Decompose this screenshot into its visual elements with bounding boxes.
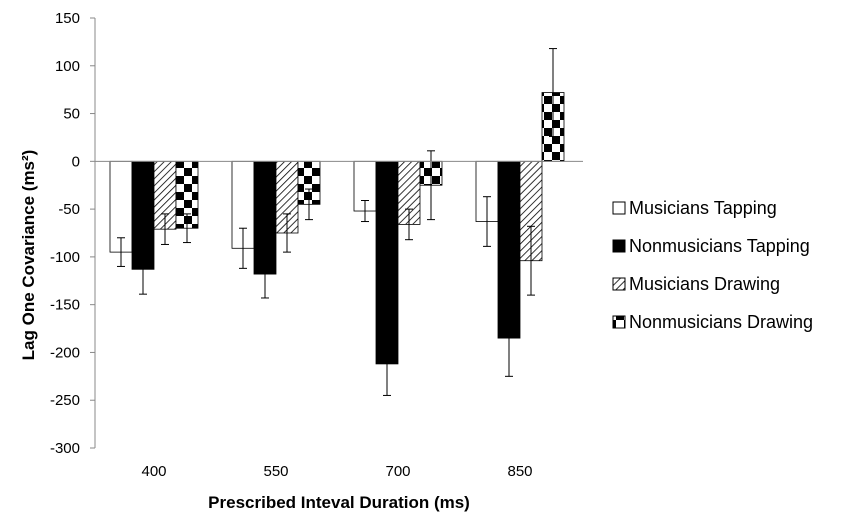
x-tick-label: 550 <box>263 463 288 480</box>
y-tick-label: -100 <box>50 249 80 266</box>
y-axis-title: Lag One Covariance (ms²) <box>19 150 38 361</box>
y-tick-label: -300 <box>50 440 80 457</box>
y-tick-label: 100 <box>55 58 80 75</box>
y-tick-label: 0 <box>72 153 80 170</box>
legend-label: Musicians Drawing <box>629 274 780 294</box>
legend-label: Musicians Tapping <box>629 198 777 218</box>
legend-swatch <box>612 315 626 329</box>
legend-label: Nonmusicians Tapping <box>629 236 810 256</box>
legend-swatch <box>612 239 626 253</box>
y-tick-label: 50 <box>63 106 80 123</box>
x-axis-title: Prescribed Inteval Duration (ms) <box>208 493 470 512</box>
y-tick-label: -200 <box>50 344 80 361</box>
x-tick-label: 400 <box>141 463 166 480</box>
y-tick-label: -250 <box>50 392 80 409</box>
y-tick-label: -150 <box>50 297 80 314</box>
plot-area: 150 100 50 0 -50 -100 -150 -200 -250 -300 400 550 70… <box>50 10 583 480</box>
legend-label: Nonmusicians Drawing <box>629 312 813 332</box>
x-tick-label: 850 <box>507 463 532 480</box>
legend-swatch <box>612 201 626 215</box>
legend: Musicians Tapping Nonmusicians Tapping Mus… <box>612 198 813 332</box>
y-tick-label: -50 <box>58 201 80 218</box>
legend-swatch <box>612 277 626 291</box>
y-tick-label: 150 <box>55 10 80 27</box>
x-tick-label: 700 <box>385 463 410 480</box>
